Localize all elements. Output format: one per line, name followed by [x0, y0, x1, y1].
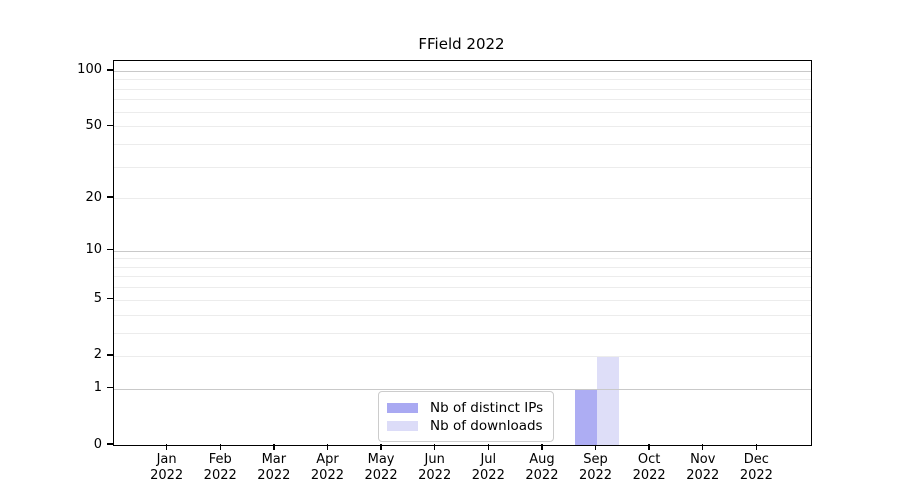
x-tick-label-aug: Aug 2022	[507, 452, 577, 484]
x-tick-month: Oct	[637, 452, 661, 467]
x-tick-label-dec: Dec 2022	[721, 452, 791, 484]
legend-swatch-downloads	[387, 420, 418, 431]
bar-nb-of-distinct-ips-sep	[574, 388, 597, 445]
x-tick-year: 2022	[257, 468, 291, 483]
x-tick-month: Mar	[261, 452, 287, 467]
y-tick-mark-5	[107, 298, 113, 300]
legend-label-distinct-ips: Nb of distinct IPs	[430, 399, 544, 416]
y-tick-label-1: 1	[93, 380, 102, 396]
y-tick-label-2: 2	[93, 347, 102, 363]
x-tick-label-jul: Jul 2022	[453, 452, 523, 484]
bars-layer	[114, 61, 811, 445]
legend-swatch-distinct-ips	[387, 402, 418, 413]
x-tick-year: 2022	[203, 468, 237, 483]
y-tick-label-100: 100	[77, 62, 102, 78]
x-tick-mark-oct	[648, 444, 650, 450]
x-tick-label-jan: Jan 2022	[132, 452, 202, 484]
x-tick-year: 2022	[525, 468, 559, 483]
x-tick-month: Dec	[743, 452, 769, 467]
x-tick-month: Sep	[583, 452, 608, 467]
x-tick-mark-jul	[487, 444, 489, 450]
y-tick-label-20: 20	[85, 189, 102, 205]
x-tick-month: May	[367, 452, 395, 467]
x-tick-label-nov: Nov 2022	[668, 452, 738, 484]
x-tick-year: 2022	[364, 468, 398, 483]
legend-item-downloads: Nb of downloads	[387, 417, 543, 434]
x-tick-mark-dec	[755, 444, 758, 450]
y-tick-mark-1	[107, 387, 113, 389]
y-tick-mark-10	[107, 248, 113, 251]
x-tick-label-mar: Mar 2022	[239, 452, 309, 484]
x-tick-month: Jan	[156, 452, 177, 467]
x-tick-mark-apr	[326, 444, 329, 450]
x-tick-label-oct: Oct 2022	[614, 452, 684, 484]
x-tick-year: 2022	[418, 468, 452, 483]
x-tick-mark-may	[380, 444, 382, 450]
y-tick-mark-50	[107, 124, 113, 126]
y-tick-mark-2	[107, 354, 113, 356]
x-tick-month: Apr	[316, 452, 339, 467]
x-tick-year: 2022	[150, 468, 184, 483]
legend: Nb of distinct IPs Nb of downloads	[378, 391, 555, 442]
x-tick-year: 2022	[310, 468, 344, 483]
x-tick-year: 2022	[471, 468, 505, 483]
chart-title: FField 2022	[418, 35, 505, 53]
legend-label-downloads: Nb of downloads	[430, 417, 543, 434]
y-tick-label-0: 0	[93, 436, 102, 452]
y-tick-mark-20	[107, 196, 113, 198]
plot-area: Nb of distinct IPs Nb of downloads	[113, 60, 812, 446]
x-tick-mark-mar	[273, 444, 275, 450]
x-tick-month: Aug	[529, 452, 555, 467]
x-tick-label-apr: Apr 2022	[292, 452, 362, 484]
y-tick-label-10: 10	[85, 242, 102, 258]
x-tick-month: Jul	[480, 452, 497, 467]
x-tick-label-jun: Jun 2022	[400, 452, 470, 484]
x-tick-year: 2022	[686, 468, 720, 483]
x-tick-month: Nov	[690, 452, 716, 467]
y-tick-label-50: 50	[85, 117, 102, 133]
x-tick-mark-feb	[219, 444, 221, 450]
legend-item-distinct-ips: Nb of distinct IPs	[387, 399, 543, 416]
x-tick-mark-sep	[594, 444, 597, 450]
x-tick-label-feb: Feb 2022	[185, 452, 255, 484]
x-tick-year: 2022	[578, 468, 613, 483]
x-tick-label-sep: Sep 2022	[561, 452, 631, 484]
y-tick-mark-0	[107, 443, 113, 445]
y-tick-label-5: 5	[93, 291, 102, 307]
y-tick-mark-100	[107, 69, 113, 71]
x-tick-mark-aug	[541, 444, 543, 450]
x-tick-year: 2022	[632, 468, 666, 483]
bar-nb-of-downloads-sep	[596, 355, 619, 445]
x-tick-mark-nov	[702, 444, 704, 450]
x-tick-year: 2022	[739, 468, 773, 483]
x-tick-label-may: May 2022	[346, 452, 416, 484]
x-tick-month: Jun	[424, 452, 445, 467]
x-tick-month: Feb	[208, 452, 232, 467]
x-tick-mark-jan	[165, 444, 168, 450]
x-tick-mark-jun	[433, 444, 436, 450]
